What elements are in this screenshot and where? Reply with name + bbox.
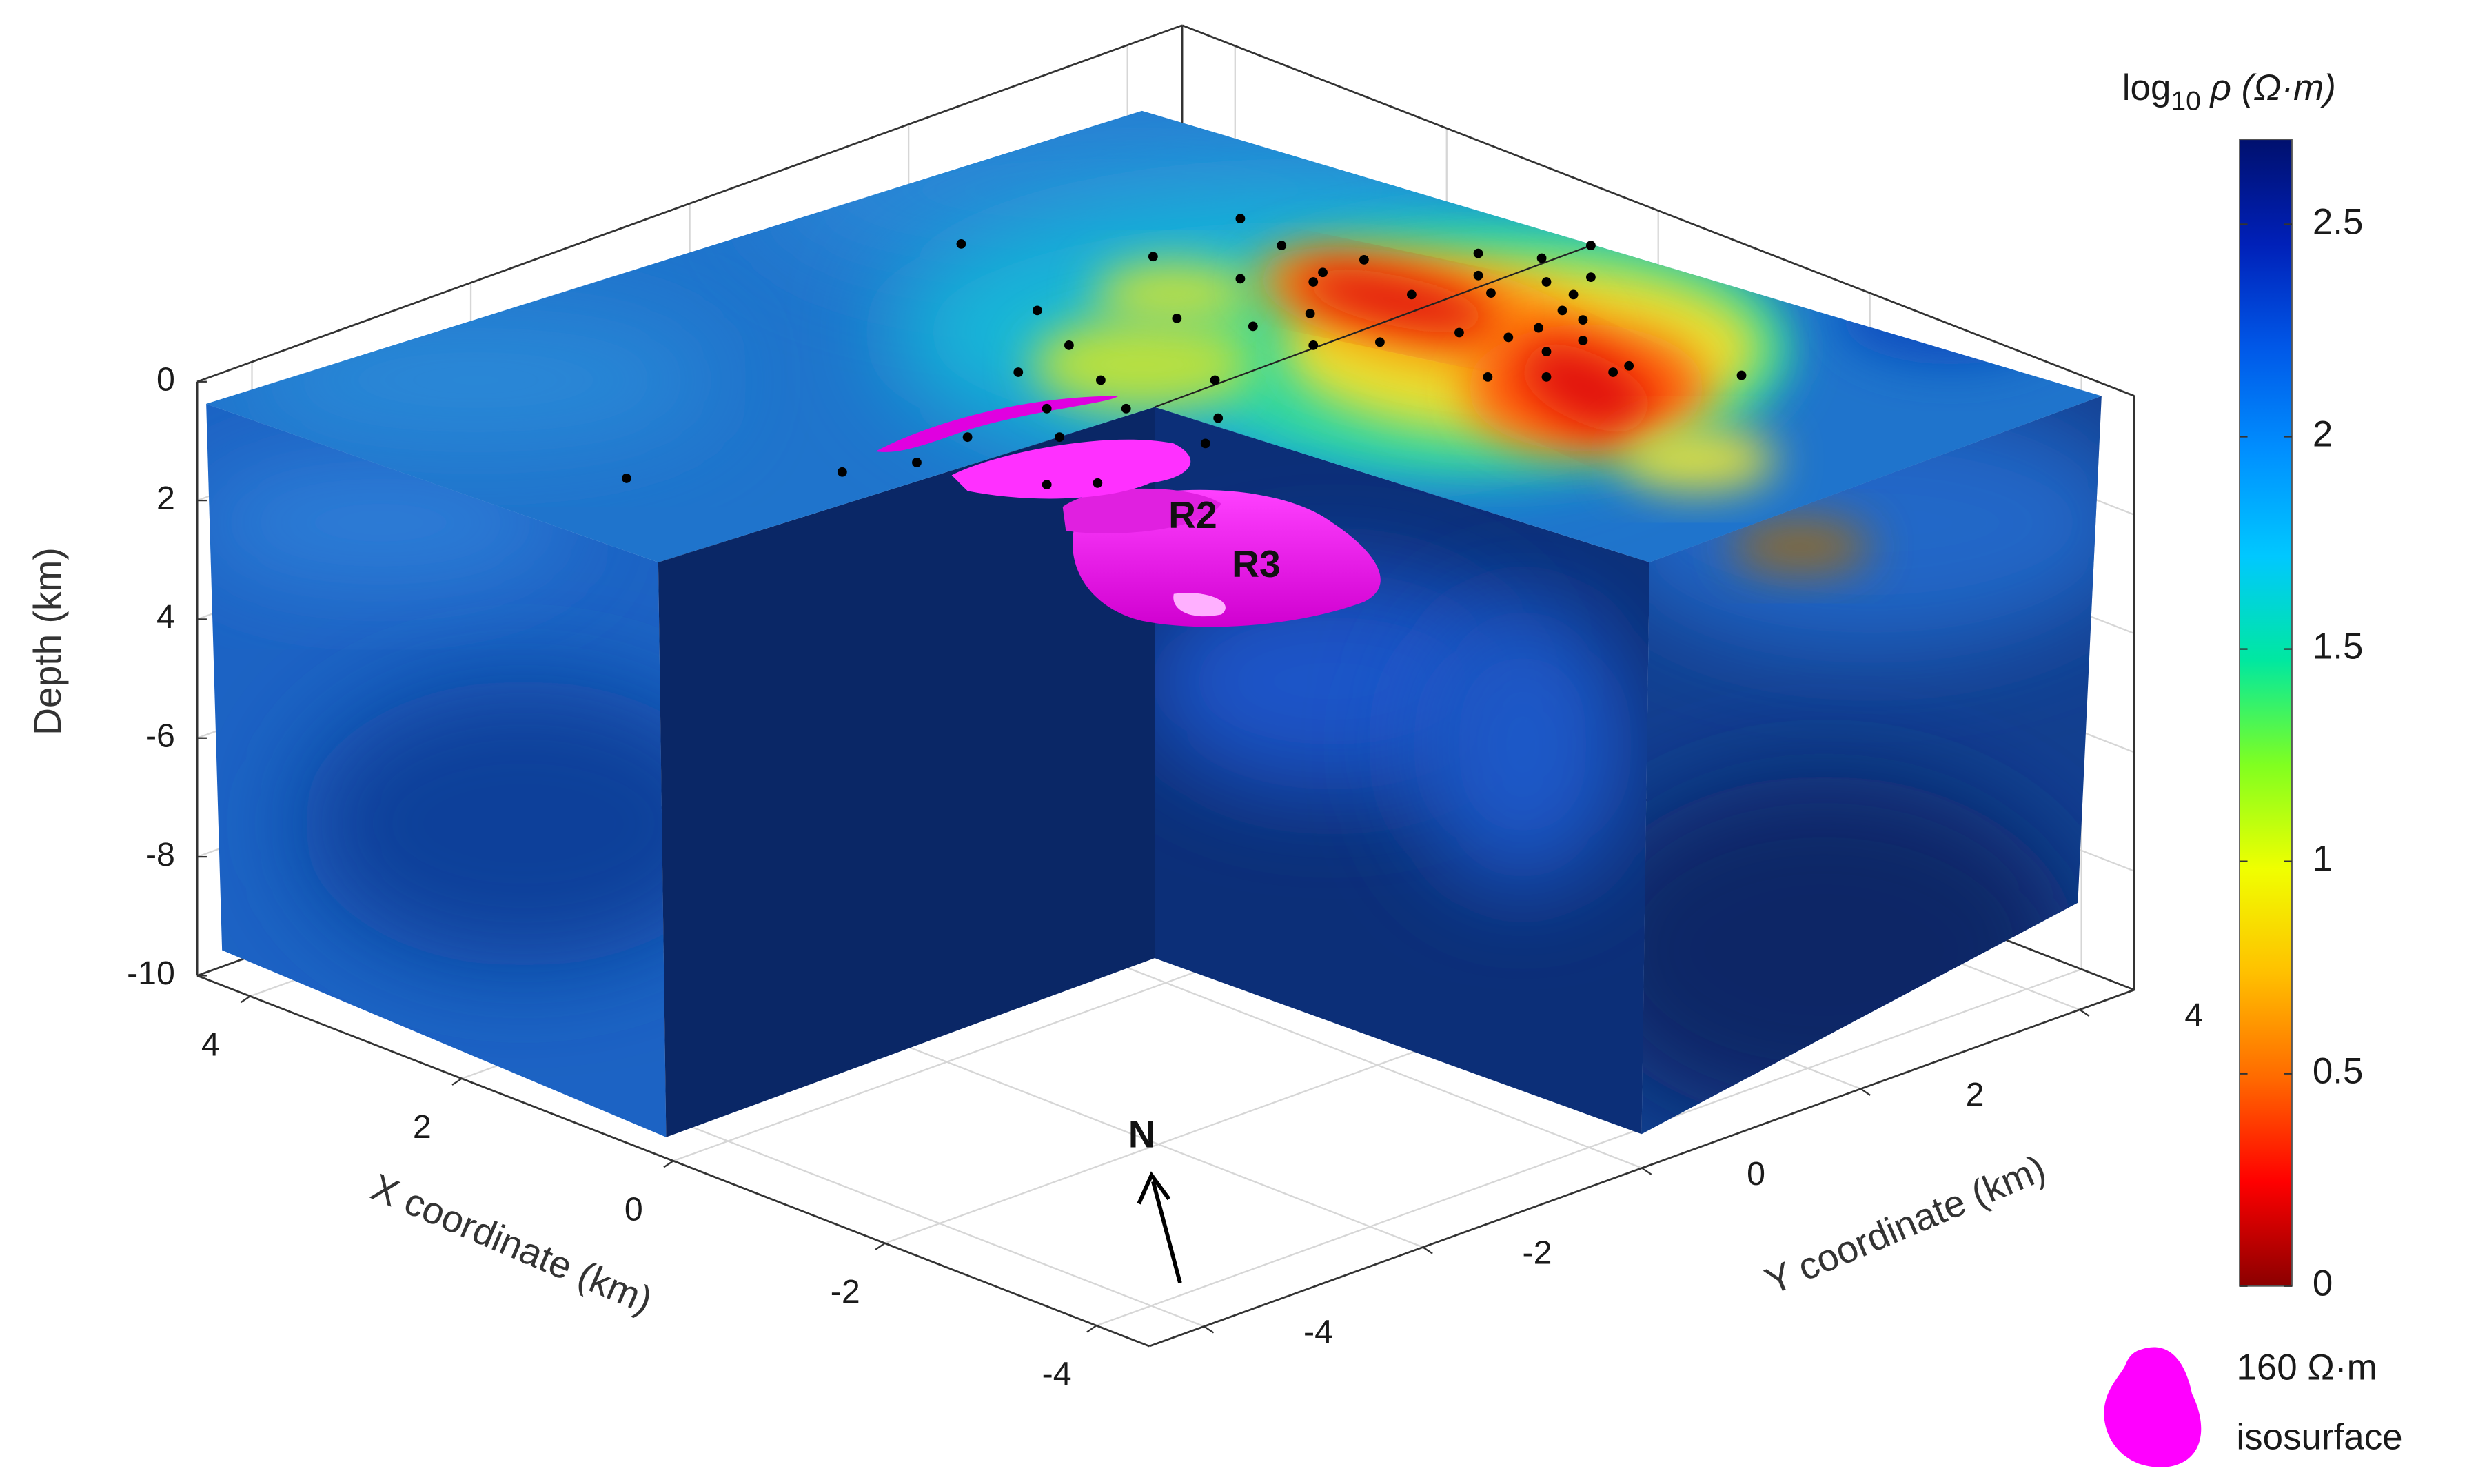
- z-tick-label: -8: [145, 836, 175, 873]
- x-tick: [1086, 1325, 1097, 1333]
- isosurface-label: isosurface: [2236, 1417, 2402, 1458]
- z-tick-label: -10: [127, 955, 175, 992]
- x-tick: [451, 1077, 463, 1086]
- colorbar-bar: [2239, 139, 2293, 1287]
- y-tick: [1204, 1325, 1215, 1334]
- y-tick: [1641, 1167, 1652, 1175]
- colorbar: 0 0.5 1 1.5 2 2.5: [2239, 139, 2364, 1304]
- x-tick-label: 2: [413, 1108, 432, 1146]
- stations: [622, 214, 1747, 490]
- colorbar-label-subscript: 10: [2171, 87, 2200, 116]
- colorbar-tick-label: 0.5: [2313, 1051, 2364, 1092]
- x-tick: [875, 1242, 886, 1250]
- z-axis-label: Depth (km): [26, 547, 69, 735]
- colorbar-tick-label: 2: [2313, 414, 2333, 454]
- z-tick-label: 0: [156, 361, 175, 398]
- axis-edge: [196, 975, 1150, 1348]
- y-tick-label: 2: [1966, 1076, 1984, 1113]
- z-tick-label: 2: [156, 480, 175, 517]
- colorbar-tick-label: 0: [2313, 1263, 2333, 1304]
- y-tick: [1860, 1088, 1871, 1096]
- y-tick-label: 0: [1747, 1155, 1765, 1192]
- x-tick: [663, 1160, 674, 1168]
- y-tick-label: -4: [1303, 1314, 1333, 1351]
- axis-edge: [1181, 24, 2135, 397]
- colorbar-label: log10 ρ (Ω·m): [2122, 68, 2336, 116]
- isosurface-legend-swatch: [2104, 1347, 2202, 1467]
- north-label: N: [1128, 1112, 1156, 1155]
- x-tick-label: 0: [625, 1191, 643, 1228]
- isosurface-label: 160 Ω·m: [2236, 1348, 2377, 1388]
- z-tick-label: 4: [156, 598, 175, 636]
- annotation: R2: [1168, 494, 1217, 536]
- y-tick: [2079, 1008, 2090, 1017]
- colorbar-tick-label: 2.5: [2313, 201, 2364, 242]
- colorbar-tick-label: 1: [2313, 839, 2333, 880]
- colorbar-label-base: log: [2122, 68, 2171, 108]
- cut-line: [1154, 245, 1592, 408]
- annotation: R3: [1232, 542, 1281, 585]
- colorbar-label-rest: ρ (Ω·m): [2209, 68, 2336, 108]
- y-tick: [1422, 1246, 1433, 1254]
- y-axis-label: Y coordinate (km): [1759, 1146, 2051, 1303]
- colorbar-tick-label: 1.5: [2313, 627, 2364, 667]
- x-tick-label: -4: [1042, 1356, 1072, 1393]
- inner-face-left: [658, 407, 1155, 1137]
- axis-edge: [196, 24, 1183, 383]
- x-tick-label: 4: [201, 1026, 220, 1064]
- isosurface: [875, 396, 1381, 627]
- z-tick-label: -6: [145, 718, 175, 755]
- x-axis-label: X coordinate (km): [365, 1166, 658, 1322]
- y-tick-label: -2: [1523, 1234, 1552, 1272]
- x-tick-label: -2: [831, 1273, 860, 1310]
- x-tick: [240, 995, 251, 1004]
- y-tick-label: 4: [2184, 997, 2203, 1034]
- north-arrow: [1137, 1171, 1182, 1283]
